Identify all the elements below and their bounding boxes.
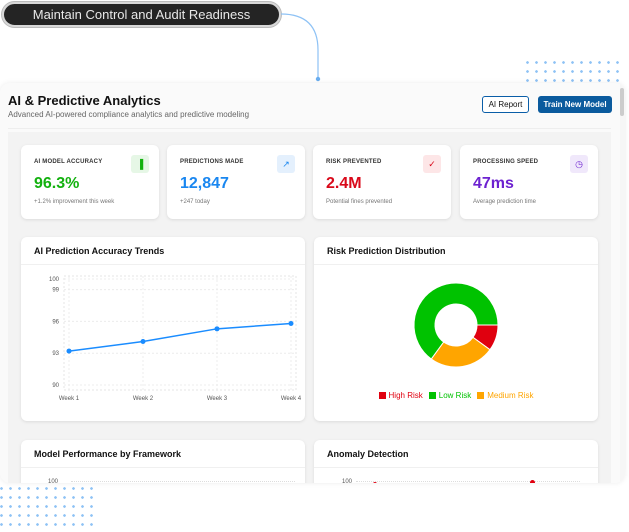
stat-note: Average prediction time <box>473 199 536 205</box>
accuracy-line-chart: 90 93 96 99 100 Week 1 Week 2 Week 3 Week 4 <box>49 275 302 402</box>
legend-swatch <box>428 392 436 399</box>
x-tick-label: Week 2 <box>133 396 154 402</box>
accuracy-chart-card: AI Prediction Accuracy Trends 90 93 96 99 10… <box>21 237 305 421</box>
stat-value: 47ms <box>473 175 514 192</box>
legend-swatch <box>378 392 386 399</box>
scrollbar[interactable] <box>620 83 625 483</box>
stat-card: PROCESSING SPEED 47ms Average prediction… <box>460 145 598 219</box>
legend-label: Low Risk <box>438 391 472 400</box>
risk-chart-title: Risk Prediction Distribution <box>327 246 446 256</box>
stat-note: +247 today <box>180 199 210 205</box>
ai-report-button[interactable]: AI Report <box>482 96 529 113</box>
banner-label: Maintain Control and Audit Readiness <box>32 7 251 22</box>
x-tick-label: Week 4 <box>281 396 302 402</box>
data-point <box>288 321 294 327</box>
stat-note: Potential fines prevented <box>326 199 393 205</box>
analytics-panel: AI & Predictive Analytics Advanced AI-po… <box>0 83 625 483</box>
plot-area <box>63 275 297 391</box>
risk-chart-card: Risk Prediction Distribution High Risk Lo… <box>314 237 598 421</box>
legend-swatch <box>477 392 485 399</box>
legend-item[interactable]: Low Risk <box>428 391 472 400</box>
legend-item[interactable]: High Risk <box>378 391 423 400</box>
divider <box>8 128 611 129</box>
banner-pill: Maintain Control and Audit Readiness <box>2 2 281 27</box>
stat-value: 96.3% <box>34 175 80 192</box>
risk-donut-chart <box>413 282 499 368</box>
connector-line <box>280 13 321 82</box>
anomaly-chart-card: Anomaly Detection 100 <box>314 440 598 483</box>
decor-dots-top <box>523 58 622 85</box>
page-subtitle: Advanced AI-powered compliance analytics… <box>8 110 250 119</box>
x-tick-label: Week 1 <box>59 396 80 402</box>
anomaly-y-tick: 100 <box>342 479 353 483</box>
risk-legend: High Risk Low Risk Medium Risk <box>314 391 598 400</box>
page-title: AI & Predictive Analytics <box>8 93 161 108</box>
data-point <box>214 326 220 332</box>
data-point <box>140 339 146 345</box>
trend-line-icon: ↗ <box>277 155 295 173</box>
framework-y-tick: 100 <box>48 479 59 483</box>
y-tick-label: 90 <box>52 383 59 389</box>
legend-item[interactable]: Medium Risk <box>477 391 533 400</box>
stat-label: PROCESSING SPEED <box>473 159 539 165</box>
anomaly-point <box>530 480 535 483</box>
y-tick-label: 93 <box>52 351 59 357</box>
framework-chart-title: Model Performance by Framework <box>34 449 182 459</box>
stat-note: +1.2% improvement this week <box>34 199 115 205</box>
x-tick-label: Week 3 <box>207 396 228 402</box>
data-point <box>66 348 72 354</box>
accuracy-line <box>68 322 292 352</box>
anomaly-point <box>373 482 377 483</box>
train-new-model-button[interactable]: Train New Model <box>538 96 612 113</box>
legend-label: High Risk <box>388 391 423 400</box>
y-tick-label: 99 <box>52 288 59 294</box>
stat-card: AI MODEL ACCURACY 96.3% +1.2% improvemen… <box>21 145 159 219</box>
stat-label: AI MODEL ACCURACY <box>34 159 103 165</box>
clock-icon: ◷ <box>570 155 588 173</box>
stat-card: RISK PREVENTED 2.4M Potential fines prev… <box>313 145 451 219</box>
stat-value: 2.4M <box>326 175 362 192</box>
framework-chart-card: Model Performance by Framework 100 <box>21 440 305 483</box>
stat-label: PREDICTIONS MADE <box>180 159 244 165</box>
y-tick-label: 100 <box>49 277 60 283</box>
stat-label: RISK PREVENTED <box>326 159 382 165</box>
accuracy-chart-title: AI Prediction Accuracy Trends <box>34 246 165 256</box>
stat-card: PREDICTIONS MADE 12,847 +247 today ↗ <box>167 145 305 219</box>
decor-dots-bottom <box>0 484 96 529</box>
shield-check-icon: ✓ <box>423 155 441 173</box>
anomaly-chart-title: Anomaly Detection <box>327 449 409 459</box>
content-area: AI MODEL ACCURACY 96.3% +1.2% improvemen… <box>8 132 611 483</box>
legend-label: Medium Risk <box>487 391 534 400</box>
donut-slice-low-risk <box>413 282 499 360</box>
y-tick-label: 96 <box>52 319 59 325</box>
bar-chart-icon: ▐ <box>131 155 149 173</box>
stat-value: 12,847 <box>180 175 229 192</box>
